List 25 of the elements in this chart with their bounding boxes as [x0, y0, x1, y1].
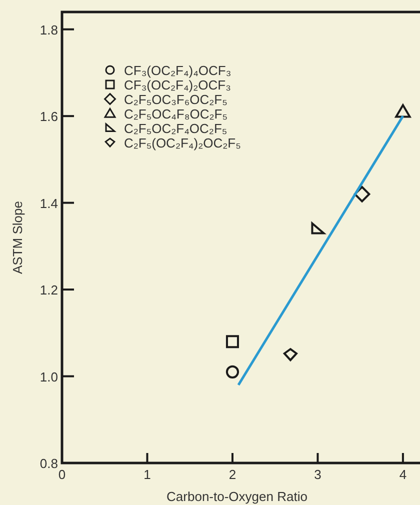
- x-tick-label: 3: [314, 467, 322, 482]
- x-tick-label: 1: [144, 467, 151, 482]
- x-tick-label: 2: [228, 467, 236, 482]
- legend-label: C₂F₅OC₄F₈OC₂F₅: [124, 106, 228, 122]
- y-tick-label: 1.6: [40, 109, 58, 124]
- legend-label: C₂F₅OC₃F₆OC₂F₅: [124, 92, 228, 107]
- y-axis-title: ASTM Slope: [10, 201, 25, 274]
- y-tick-label: 1.0: [40, 369, 58, 384]
- point: [283, 348, 298, 362]
- legend-label: C₂F₅(OC₂F₄)₂OC₂F₅: [124, 136, 241, 150]
- point: [226, 365, 240, 378]
- point: [395, 104, 411, 118]
- legend-label: CF₃(OC₂F₄)₄OCF₃: [124, 63, 232, 78]
- point: [311, 222, 325, 234]
- x-tick-label: 0: [58, 467, 66, 482]
- x-axis-title: Carbon-to-Oxygen Ratio: [166, 489, 308, 504]
- x-tick-label: 4: [399, 467, 407, 482]
- y-tick-label: 1.4: [40, 196, 58, 211]
- point: [226, 335, 239, 348]
- point: [354, 186, 370, 202]
- legend-label: C₂F₅OC₂F₄OC₂F₅: [124, 121, 228, 136]
- y-tick-label: 0.8: [40, 456, 58, 471]
- y-tick-label: 1.8: [40, 22, 58, 38]
- y-tick-label: 1.2: [40, 282, 58, 298]
- legend-label: CF₃(OC₂F₄)₂OCF₃: [124, 78, 231, 92]
